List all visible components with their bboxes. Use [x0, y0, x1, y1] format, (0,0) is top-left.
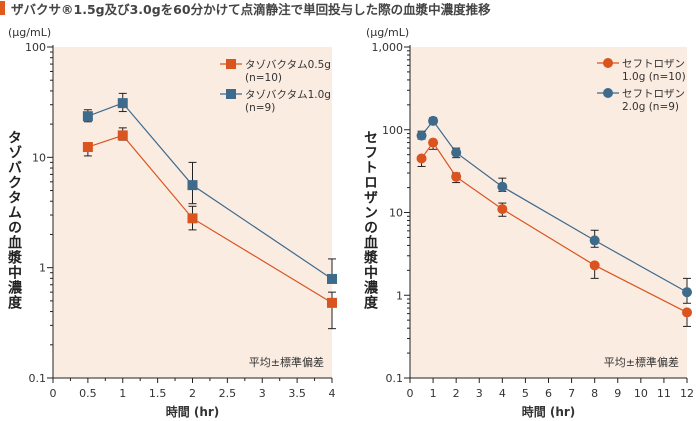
data-point — [451, 147, 462, 158]
data-point — [497, 181, 508, 192]
data-point — [682, 287, 692, 298]
legend-label-sub: 1.0g (n=10) — [622, 71, 686, 83]
figure-title-text: ザバクサ®1.5g及び3.0gを60分かけて点滴静注で単回投与した際の血漿中濃度… — [11, 1, 491, 17]
data-point — [416, 130, 427, 141]
x-tick-label: 1.5 — [149, 387, 167, 400]
x-tick-label: 1 — [119, 387, 126, 400]
data-point — [451, 171, 462, 182]
x-tick-label: 6 — [545, 387, 552, 400]
x-tick-label: 0 — [50, 387, 57, 400]
x-tick-label: 7 — [568, 387, 575, 400]
x-tick-label: 9 — [614, 387, 621, 400]
x-tick-label: 3 — [259, 387, 266, 400]
x-tick-label: 2.5 — [219, 387, 237, 400]
data-point — [117, 98, 128, 109]
x-axis-label: 時間 (hr) — [166, 404, 220, 419]
data-point — [428, 115, 439, 126]
data-point — [82, 142, 93, 153]
x-tick-label: 4 — [499, 387, 506, 400]
y-tick-label: 100 — [382, 124, 403, 137]
data-point — [187, 180, 198, 191]
x-tick-label: 2 — [189, 387, 196, 400]
legend-label: セフトロザン — [622, 88, 685, 100]
legend-label-sub: (n=10) — [245, 72, 282, 84]
data-point — [327, 273, 337, 284]
legend-label: セフトロザン — [622, 58, 685, 70]
x-tick-label: 5 — [522, 387, 529, 400]
y-unit-label: (μg/mL) — [366, 26, 409, 39]
x-axis-label: 時間 (hr) — [522, 404, 576, 419]
x-tick-label: 10 — [634, 387, 648, 400]
legend-label: タゾバクタム0.5g — [245, 59, 331, 71]
x-tick-label: 0.5 — [79, 387, 97, 400]
figure-title: ザバクサ®1.5g及び3.0gを60分かけて点滴静注で単回投与した際の血漿中濃度… — [0, 0, 491, 17]
note-mean-sd: 平均±標準偏差 — [249, 355, 324, 369]
title-accent-bar — [0, 1, 5, 15]
x-tick-label: 12 — [680, 387, 694, 400]
x-tick-label: 4 — [329, 387, 336, 400]
y-tick-label: 1 — [39, 262, 46, 275]
x-tick-label: 2 — [453, 387, 460, 400]
data-point — [416, 153, 427, 164]
data-point — [117, 130, 128, 141]
legend-label-sub: 2.0g (n=9) — [622, 101, 679, 113]
data-point — [589, 235, 600, 246]
legend-marker — [603, 88, 613, 98]
note-mean-sd: 平均±標準偏差 — [604, 355, 679, 369]
y-tick-label: 1 — [396, 289, 403, 302]
x-tick-label: 1 — [430, 387, 437, 400]
x-tick-label: 3.5 — [288, 387, 306, 400]
y-tick-label: 10 — [32, 151, 46, 164]
data-point — [589, 260, 600, 271]
y-tick-label: 0.1 — [29, 372, 47, 385]
x-tick-label: 8 — [591, 387, 598, 400]
data-point — [497, 204, 508, 215]
legend-marker — [226, 59, 236, 69]
legend-marker — [603, 58, 613, 68]
y-axis-label: セフトロザンの血漿中濃度 — [362, 130, 379, 310]
y-tick-label: 100 — [25, 41, 46, 54]
chart-panel-1: 0.1 1 10 100 0 0.5 1 1.5 2 2.5 3 3.5 4 時間 (hr) (μg/mL)… — [6, 26, 337, 419]
y-tick-label: 10 — [389, 207, 403, 220]
legend-label: タゾバクタム1.0g — [245, 89, 331, 101]
series-1: タゾバクタム0.5g(n=10) — [82, 59, 337, 330]
legend-marker — [226, 89, 236, 99]
x-tick-label: 11 — [657, 387, 671, 400]
y-unit-label: (μg/mL) — [8, 26, 51, 39]
y-axis-label: タゾバクタムの血漿中濃度 — [6, 130, 23, 310]
y-tick-label: 1,000 — [372, 41, 404, 54]
series-line — [87, 102, 333, 280]
plot-area — [410, 47, 687, 378]
series-line — [87, 134, 333, 304]
x-tick-label: 0 — [407, 387, 414, 400]
legend-label-sub: (n=9) — [245, 102, 275, 114]
y-tick-label: 0.1 — [386, 372, 404, 385]
series-2: タゾバクタム1.0g(n=9) — [82, 89, 337, 284]
data-point — [327, 297, 337, 308]
data-point — [187, 213, 198, 224]
data-point — [82, 111, 93, 122]
x-tick-label: 3 — [476, 387, 483, 400]
data-point — [428, 137, 439, 148]
data-point — [682, 307, 692, 318]
